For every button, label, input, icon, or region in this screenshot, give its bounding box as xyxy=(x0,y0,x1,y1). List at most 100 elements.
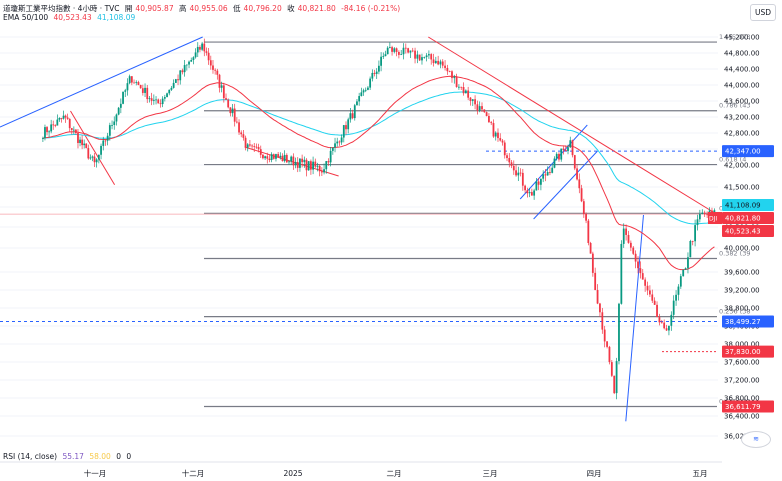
candle-body xyxy=(437,60,440,65)
candle-body xyxy=(580,188,583,202)
candle-body xyxy=(582,201,585,214)
candle-body xyxy=(56,119,59,126)
y-tick-label: 42,000.00 xyxy=(724,162,760,170)
candle-body xyxy=(246,144,249,148)
candle-body xyxy=(578,179,581,189)
ema-legend[interactable]: EMA 50/100 40,523.43 41,108.09 xyxy=(3,13,138,22)
candle-body xyxy=(360,92,363,97)
candle-body xyxy=(648,290,651,295)
candle-body xyxy=(639,268,642,274)
candle-body xyxy=(50,124,53,132)
candle-body xyxy=(155,99,157,101)
candle-body xyxy=(499,138,502,141)
y-tick-label: 37,200.00 xyxy=(724,377,760,385)
downtrend-line xyxy=(428,36,719,216)
candle-body xyxy=(299,158,301,168)
candle-body xyxy=(85,143,88,149)
candle-body xyxy=(467,90,470,98)
candle-body xyxy=(497,132,499,139)
candle-body xyxy=(663,322,666,329)
channel-line xyxy=(70,110,116,186)
candle-body xyxy=(117,107,120,115)
candle-body xyxy=(587,220,590,244)
candle-body xyxy=(407,48,410,53)
candle-body xyxy=(338,141,341,143)
y-tick-label: 41,500.00 xyxy=(724,184,760,192)
candle-body xyxy=(336,141,339,144)
candle-body xyxy=(620,243,623,304)
candle-body xyxy=(684,268,687,270)
open-value: 40,905.87 xyxy=(135,4,174,13)
price-tags: 42,347.00 41,108.09 40,821.80 DJI 40,523.43 3… xyxy=(708,145,774,413)
candle-body xyxy=(658,317,661,323)
candle-body xyxy=(95,159,98,163)
candle-body xyxy=(677,286,680,295)
candle-body xyxy=(653,300,656,305)
price-tag-label: 37,830.00 xyxy=(725,348,761,356)
close-value: 40,821.80 xyxy=(297,4,336,13)
candle-body xyxy=(691,240,694,242)
y-tick-label: 44,800.00 xyxy=(724,50,760,58)
candle-body xyxy=(128,76,131,84)
candle-body xyxy=(713,210,716,214)
candle-body xyxy=(476,104,479,111)
candle-body xyxy=(89,157,92,159)
candle-body xyxy=(279,155,282,158)
candle-body xyxy=(323,169,325,173)
candle-body xyxy=(644,279,647,286)
candle-body xyxy=(309,161,312,170)
candle-body xyxy=(266,156,269,159)
candle-body xyxy=(423,57,426,58)
candle-body xyxy=(483,109,486,113)
candle-body xyxy=(589,243,592,254)
candle-body xyxy=(367,87,369,90)
candle-body xyxy=(397,52,400,55)
candle-body xyxy=(91,156,94,158)
symbol-tag xyxy=(708,212,722,224)
candle-body xyxy=(199,46,201,50)
candle-body xyxy=(564,149,567,152)
candle-body xyxy=(113,121,116,125)
candle-body xyxy=(170,87,173,90)
candle-body xyxy=(675,294,677,301)
candle-body xyxy=(641,273,644,280)
fib-label: 1 (45,073 xyxy=(719,33,750,41)
fib-label: 0.382 (39 xyxy=(719,250,750,258)
candle-body xyxy=(168,89,171,94)
candle-body xyxy=(345,125,347,130)
flag-icon[interactable]: ≋ xyxy=(741,431,771,448)
rsi-legend[interactable]: RSI (14, close) 55.17 58.00 0 0 xyxy=(3,452,134,461)
candle-body xyxy=(301,158,304,163)
candle-body xyxy=(285,154,288,163)
candle-body xyxy=(637,261,639,269)
candle-body xyxy=(378,65,380,72)
candle-body xyxy=(72,129,75,131)
candle-body xyxy=(494,132,497,137)
candle-body xyxy=(510,162,513,166)
candle-body xyxy=(519,172,522,174)
candle-body xyxy=(268,158,271,161)
candle-body xyxy=(418,54,421,61)
fib-label: 0.618 (4 xyxy=(719,156,746,164)
candle-body xyxy=(404,47,407,49)
candle-body xyxy=(152,99,155,101)
candle-body xyxy=(517,172,520,176)
candle-body xyxy=(453,76,456,79)
candle-body xyxy=(665,328,668,331)
candle-body xyxy=(70,128,73,130)
candle-body xyxy=(601,312,604,330)
candle-body xyxy=(386,47,389,55)
candle-body xyxy=(434,60,437,64)
x-tick-label: 十二月 xyxy=(182,468,205,478)
currency-button[interactable]: USD xyxy=(750,4,776,21)
candle-body xyxy=(148,98,151,100)
candle-body xyxy=(388,47,391,48)
candle-body xyxy=(192,57,195,61)
y-tick-label: 43,600.00 xyxy=(724,98,760,106)
candle-body xyxy=(703,212,706,215)
candle-body xyxy=(314,161,317,167)
candle-body xyxy=(369,78,372,88)
candle-body xyxy=(439,61,442,65)
candle-body xyxy=(544,174,547,176)
